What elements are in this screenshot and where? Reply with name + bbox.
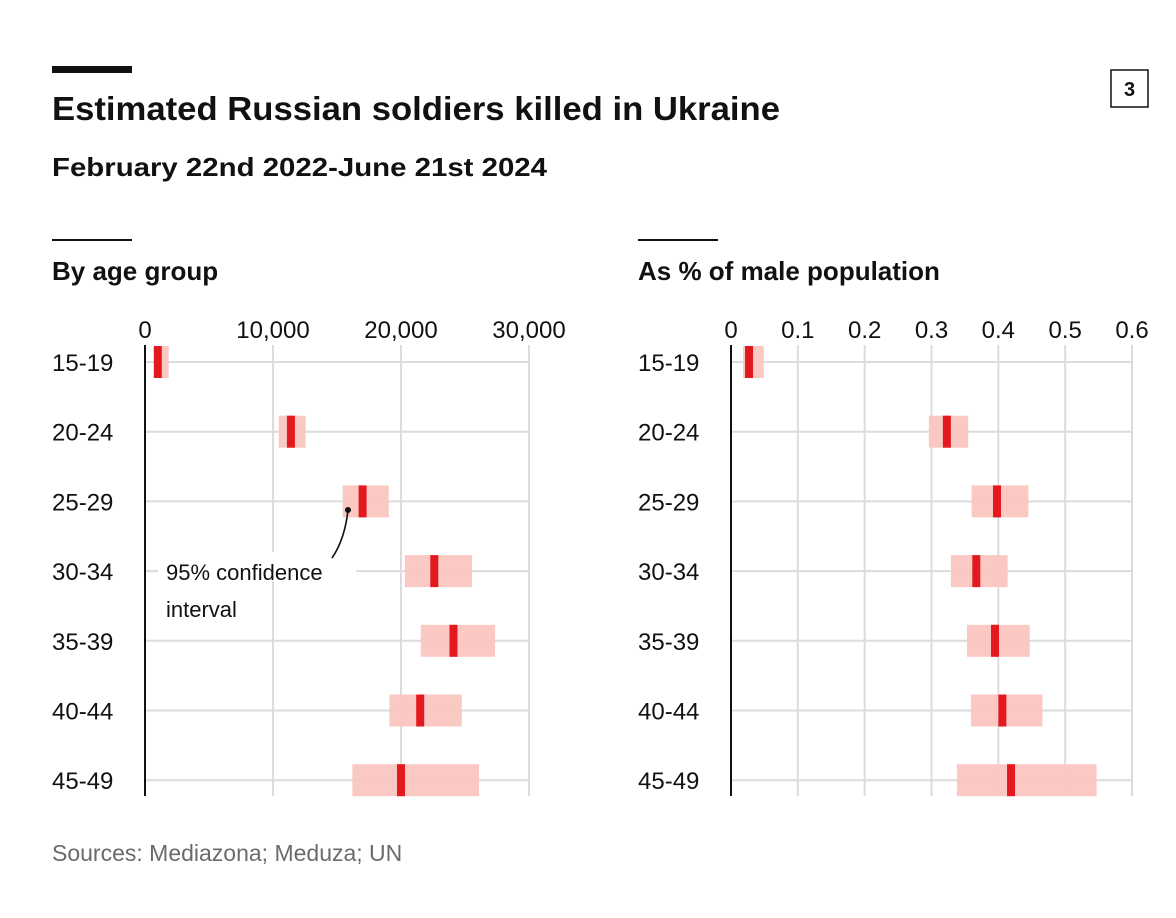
row-label: 45-49 [638, 768, 699, 795]
x-tick-label: 30,000 [492, 317, 565, 344]
panel-right-accent [638, 239, 718, 241]
chart-subtitle: February 22nd 2022-June 21st 2024 [52, 152, 548, 182]
confidence-interval-bar [352, 764, 480, 797]
sources-note: Sources: Mediazona; Meduza; UN [52, 840, 402, 866]
estimate-marker [972, 555, 981, 588]
annotation-text-line2: interval [166, 597, 237, 622]
x-tick-label: 10,000 [236, 317, 309, 344]
row-label: 30-34 [52, 559, 113, 586]
annotation-text-line1: 95% confidence [166, 560, 323, 585]
panel-left-title: By age group [52, 256, 218, 286]
row-label: 15-19 [638, 350, 699, 377]
row-label: 35-39 [638, 629, 699, 656]
x-tick-label: 0 [724, 317, 737, 344]
row-label: 25-29 [638, 489, 699, 516]
estimate-marker [397, 764, 405, 797]
estimate-marker [942, 415, 951, 448]
panel-right-title: As % of male population [638, 256, 940, 286]
estimate-marker [745, 346, 754, 378]
confidence-interval-annotation: 95% confidence interval [158, 507, 356, 622]
row-label: 20-24 [52, 420, 113, 447]
annotation-background [158, 552, 356, 582]
estimate-marker [153, 346, 162, 378]
chart-number-badge [1110, 69, 1149, 108]
estimate-marker [990, 624, 999, 657]
x-tick-label: 0 [138, 317, 151, 344]
row-label: 20-24 [638, 420, 699, 447]
row-label: 25-29 [52, 489, 113, 516]
row-label: 35-39 [52, 629, 113, 656]
confidence-interval-bar [956, 764, 1097, 797]
confidence-interval-bar [970, 694, 1043, 727]
estimate-marker [358, 485, 367, 518]
annotation-dot [345, 507, 351, 513]
row-label: 40-44 [52, 699, 113, 726]
x-tick-label: 0.6 [1115, 317, 1148, 344]
x-tick-label: 0.5 [1048, 317, 1081, 344]
panel-male-population-chart: 0 0.1 0.2 0.3 0.4 0.5 0.6 15-19 20-24 25-29 30-34 3… [638, 317, 1149, 797]
confidence-interval-bar [404, 555, 473, 588]
row-label: 40-44 [638, 699, 699, 726]
row-label: 30-34 [638, 559, 699, 586]
estimate-marker [430, 555, 439, 588]
panel-left-accent [52, 239, 132, 241]
x-tick-label: 0.2 [848, 317, 881, 344]
x-tick-label: 0.1 [781, 317, 814, 344]
x-tick-label: 0.3 [915, 317, 948, 344]
x-tick-label: 0.4 [982, 317, 1015, 344]
row-label: 15-19 [52, 350, 113, 377]
estimate-marker [992, 485, 1001, 518]
title-accent-bar [52, 66, 132, 73]
x-tick-label: 20,000 [364, 317, 437, 344]
estimate-marker [416, 694, 425, 727]
estimate-marker [1007, 764, 1016, 797]
confidence-interval-bar [420, 624, 496, 657]
estimate-marker [449, 624, 458, 657]
estimate-marker [286, 415, 295, 448]
annotation-leader-line [331, 509, 349, 559]
chart-number-badge-text: 3 [1124, 79, 1135, 101]
estimate-marker [998, 694, 1007, 727]
confidence-interval-bar [389, 694, 462, 727]
row-label: 45-49 [52, 768, 113, 795]
chart-title: Estimated Russian soldiers killed in Ukr… [52, 90, 780, 127]
